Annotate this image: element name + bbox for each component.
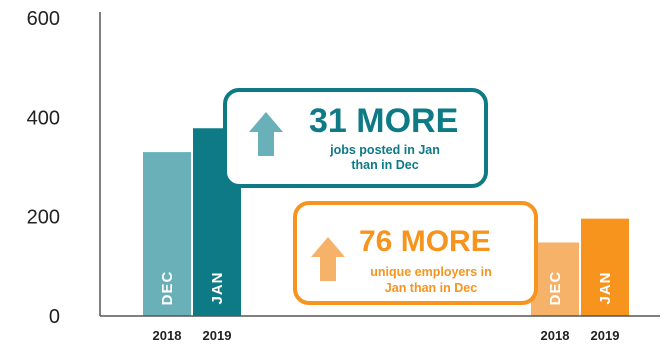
bar-jobs-posted-dec: [143, 152, 191, 316]
employers-headline: 76 MORE: [359, 225, 491, 258]
x-tick-label-year: 2019: [591, 328, 620, 343]
y-tick-label: 600: [27, 8, 60, 30]
x-tick-label-year: 2018: [541, 328, 570, 343]
jobs-headline: 31 MORE: [309, 102, 459, 140]
bar-label: DEC: [159, 271, 176, 306]
bar-unique-employers-dec: [531, 242, 579, 316]
jobs-text-line1: jobs posted in Jan: [330, 143, 440, 157]
bar-label: DEC: [547, 271, 564, 306]
jobs-text-line2: than in Dec: [351, 158, 419, 172]
bar-label: JAN: [209, 271, 226, 304]
y-tick-label: 0: [49, 306, 60, 328]
bar-label: JAN: [597, 271, 614, 304]
bar-unique-employers-jan: [581, 218, 629, 316]
employers-text-line2: Jan than in Dec: [384, 281, 478, 295]
up-arrow-icon: [311, 237, 345, 281]
jobs-callout: 31 MORE jobs posted in Jan than in Dec: [223, 88, 488, 188]
x-tick-label-year: 2019: [203, 328, 232, 343]
x-tick-label-year: 2018: [153, 328, 182, 343]
employers-callout: 76 MORE unique employers in Jan than in …: [293, 201, 538, 305]
y-tick-label: 200: [27, 207, 60, 229]
employers-text-line1: unique employers in: [370, 265, 492, 279]
y-tick-label: 400: [27, 107, 60, 129]
up-arrow-icon: [249, 112, 283, 156]
